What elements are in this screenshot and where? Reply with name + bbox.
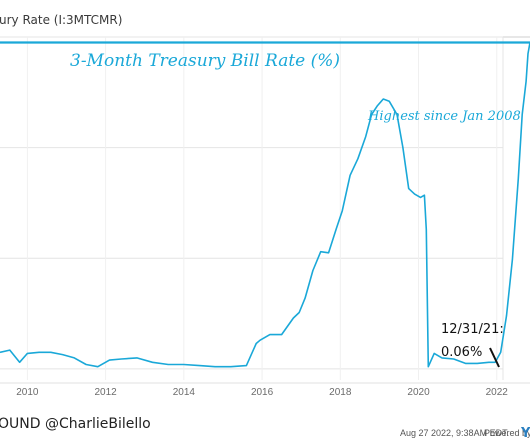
chart-title: 3-Month Treasury Bill Rate (%) [70,51,340,71]
x-tick-label-2014: 2014 [173,387,196,398]
x-tick-label-2016: 2016 [251,387,274,398]
note-date: 12/31/21: [441,322,504,337]
ycharts-logo: Y [520,426,530,441]
series-line-3m-tbill [0,42,530,368]
x-tick-label-2020: 2020 [407,387,430,398]
x-tick-label-2012: 2012 [94,387,117,398]
note-pointer [489,347,500,368]
x-tick-label-2010: 2010 [16,387,39,398]
x-tick-label-2022: 2022 [486,387,509,398]
x-axis-ticks: 2010 2012 2014 2016 2018 2020 2022 [16,387,508,398]
footer-timestamp: Aug 27 2022, 9:38AM EDT. [400,428,509,438]
series-label: ury Rate (I:3MTCMR) [0,13,122,27]
x-tick-label-2018: 2018 [329,387,352,398]
note-value: 0.06% [441,345,482,360]
footer-credit: OUND @CharlieBilello [0,416,151,432]
footer-powered-by: Powered by [484,428,530,438]
grid [0,36,503,380]
highest-annotation: Highest since Jan 2008 [367,109,521,124]
